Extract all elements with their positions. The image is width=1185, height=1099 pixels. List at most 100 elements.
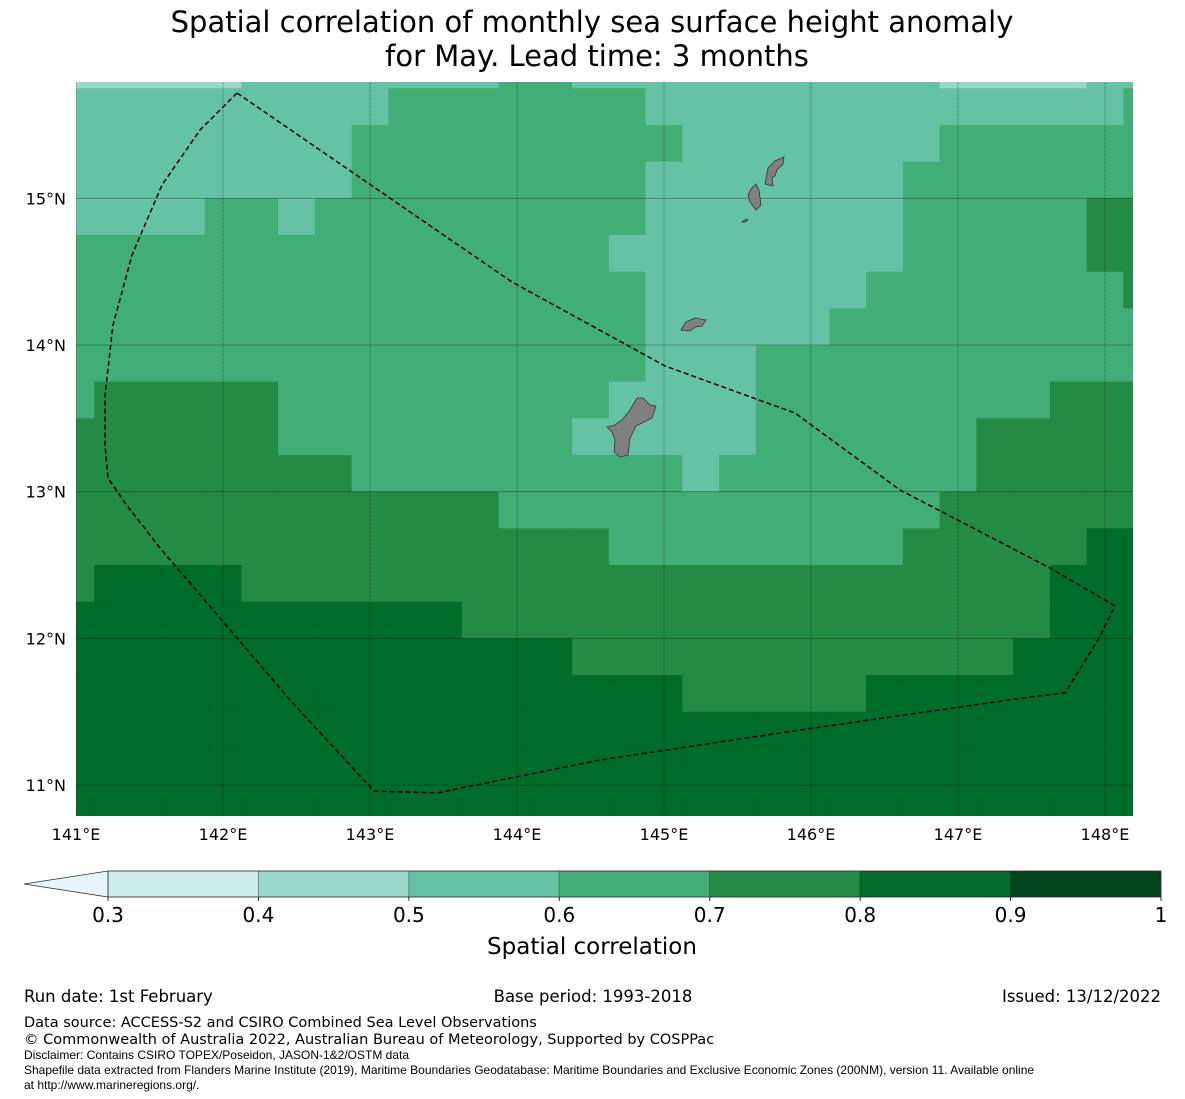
grid-cell <box>498 308 536 346</box>
issued-date: Issued: 13/12/2022 <box>1002 987 1161 1006</box>
grid-cell <box>866 418 904 456</box>
grid-cell <box>167 418 206 456</box>
grid-cell <box>425 345 463 383</box>
grid-cell <box>902 455 941 493</box>
grid-cell <box>76 124 95 163</box>
grid-cell <box>535 638 573 676</box>
grid-cell <box>608 601 647 639</box>
grid-cell <box>719 88 757 126</box>
grid-cell <box>241 528 279 566</box>
grid-cell <box>939 528 977 566</box>
grid-cell <box>719 308 757 346</box>
grid-cell <box>608 271 647 309</box>
grid-cell <box>314 381 353 419</box>
grid-cell <box>535 198 573 236</box>
grid-cell <box>351 82 389 89</box>
grid-cell <box>241 418 279 456</box>
grid-cell <box>314 748 353 786</box>
grid-cell <box>388 675 426 713</box>
grid-cell <box>314 601 353 639</box>
grid-cell <box>682 271 720 309</box>
grid-cell <box>1049 528 1088 566</box>
grid-cell <box>719 601 757 639</box>
chart-title-line1: Spatial correlation of monthly sea surfa… <box>171 5 1014 39</box>
grid-cell <box>388 271 426 309</box>
grid-cell <box>204 455 242 493</box>
grid-cell <box>498 455 536 493</box>
grid-cell <box>866 345 904 383</box>
grid-cell <box>461 675 500 713</box>
grid-cell <box>351 345 389 383</box>
grid-cell <box>792 82 830 89</box>
grid-cell <box>461 711 500 749</box>
grid-cell <box>535 565 573 603</box>
grid-cell <box>1123 455 1133 493</box>
grid-cell <box>645 124 683 163</box>
grid-cell <box>572 491 610 529</box>
grid-cell <box>976 234 1014 273</box>
grid-cell <box>755 601 794 639</box>
grid-cell <box>204 528 242 566</box>
grid-cell <box>76 455 95 493</box>
grid-cell <box>682 601 720 639</box>
grid-cell <box>645 748 683 786</box>
grid-cell <box>866 308 904 346</box>
x-tick-label: 143°E <box>346 825 395 844</box>
grid-cell <box>388 88 426 126</box>
grid-cell <box>351 491 389 529</box>
grid-cell <box>829 345 867 383</box>
grid-cell <box>76 491 95 529</box>
grid-cell <box>314 161 353 199</box>
grid-cell <box>388 748 426 786</box>
grid-cell <box>1049 271 1088 309</box>
grid-cell <box>755 124 794 163</box>
grid-cell <box>682 88 720 126</box>
grid-cell <box>682 381 720 419</box>
island-saipan <box>764 156 785 187</box>
grid-cell <box>461 491 500 529</box>
grid-cell <box>1049 161 1088 199</box>
grid-cell <box>1049 345 1088 383</box>
grid-cell <box>755 675 794 713</box>
grid-cell <box>388 711 426 749</box>
grid-cell <box>204 345 242 383</box>
grid-cell <box>1049 601 1088 639</box>
grid-cell <box>608 675 647 713</box>
grid-cell <box>131 601 169 639</box>
grid-cell <box>792 748 830 786</box>
grid-cell <box>204 161 242 199</box>
grid-cell <box>241 271 279 309</box>
grid-cell <box>866 638 904 676</box>
grid-cell <box>278 528 316 566</box>
grid-cell <box>902 491 941 529</box>
grid-cell <box>498 345 536 383</box>
grid-cell <box>1123 161 1133 199</box>
grid-cell <box>829 601 867 639</box>
grid-cell <box>535 271 573 309</box>
y-tick-label: 11°N <box>26 776 66 795</box>
grid-cell <box>608 785 647 816</box>
grid-cell <box>976 748 1014 786</box>
grid-cell <box>939 234 977 273</box>
grid-cell <box>314 308 353 346</box>
grid-cell <box>241 785 279 816</box>
grid-cell <box>572 271 610 309</box>
grid-cell <box>204 785 242 816</box>
grid-cell <box>425 675 463 713</box>
grid-cell <box>792 161 830 199</box>
grid-cell <box>939 271 977 309</box>
grid-cell <box>902 271 941 309</box>
grid-cell <box>388 418 426 456</box>
grid-cell <box>94 455 132 493</box>
grid-cell <box>131 491 169 529</box>
grid-cell <box>866 711 904 749</box>
grid-cell <box>976 418 1014 456</box>
grid-cell <box>94 345 132 383</box>
grid-cell <box>902 565 941 603</box>
grid-cell <box>314 234 353 273</box>
grid-cell <box>902 381 941 419</box>
grid-cell <box>792 124 830 163</box>
grid-cell <box>645 528 683 566</box>
grid-cell <box>755 82 794 89</box>
